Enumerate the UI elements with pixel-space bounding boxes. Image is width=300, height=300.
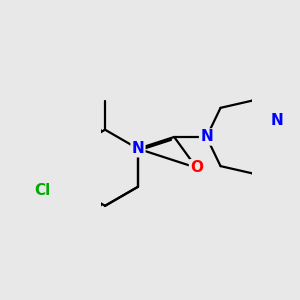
Text: N: N (271, 113, 284, 128)
Text: N: N (132, 141, 144, 156)
Text: O: O (190, 160, 203, 175)
Text: Cl: Cl (34, 183, 50, 198)
Text: N: N (200, 130, 213, 145)
